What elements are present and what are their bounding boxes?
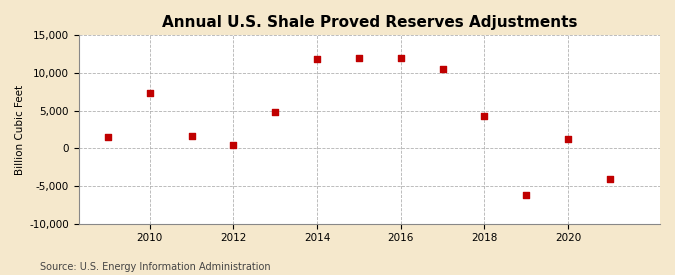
Point	[604, 176, 615, 181]
Point	[354, 56, 364, 60]
Point	[396, 56, 406, 60]
Point	[562, 137, 573, 142]
Y-axis label: Billion Cubic Feet: Billion Cubic Feet	[15, 84, 25, 175]
Point	[479, 114, 490, 118]
Point	[520, 193, 531, 197]
Point	[144, 91, 155, 96]
Point	[103, 135, 113, 139]
Point	[228, 143, 239, 148]
Point	[186, 134, 197, 139]
Text: Source: U.S. Energy Information Administration: Source: U.S. Energy Information Administ…	[40, 262, 271, 272]
Point	[437, 67, 448, 72]
Point	[312, 56, 323, 61]
Point	[270, 110, 281, 114]
Title: Annual U.S. Shale Proved Reserves Adjustments: Annual U.S. Shale Proved Reserves Adjust…	[161, 15, 577, 30]
